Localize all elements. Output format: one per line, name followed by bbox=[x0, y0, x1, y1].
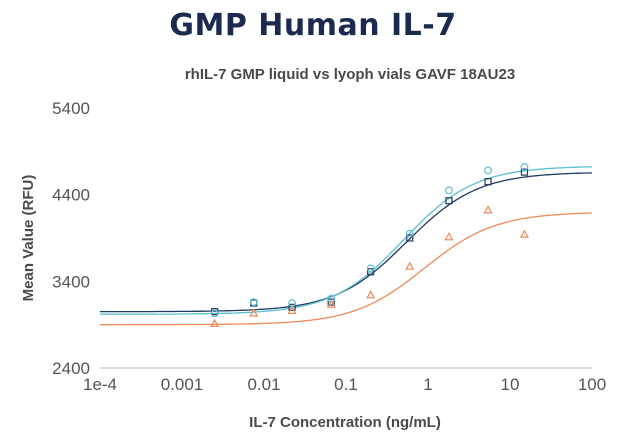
data-point-s1 bbox=[367, 268, 375, 276]
y-axis-label: Mean Value (RFU) bbox=[20, 175, 37, 302]
data-point-s2 bbox=[210, 309, 219, 318]
data-point-s2 bbox=[405, 229, 414, 238]
data-point-s3 bbox=[326, 299, 336, 308]
data-point-s2 bbox=[288, 299, 296, 307]
data-point-s1 bbox=[484, 178, 492, 186]
data-point-s3 bbox=[210, 318, 220, 327]
x-tick-label: 1e-4 bbox=[83, 375, 117, 394]
data-point-s1 bbox=[406, 234, 414, 242]
x-tick-label: 0.001 bbox=[161, 375, 204, 394]
data-point-s1 bbox=[327, 298, 335, 306]
data-point-s2 bbox=[445, 186, 453, 195]
x-tick-label: 0.1 bbox=[334, 375, 358, 394]
fit-curves bbox=[100, 166, 593, 326]
data-point-s3 bbox=[366, 290, 376, 299]
x-axis-label: IL-7 Concentration (ng/mL) bbox=[249, 414, 441, 431]
data-point-s1 bbox=[520, 168, 529, 176]
x-tick-labels: 1e-4 0.001 0.01 0.1 1 10 100 bbox=[83, 375, 606, 394]
y-tick-label: 5400 bbox=[52, 99, 90, 118]
x-tick-label: 1 bbox=[423, 375, 432, 394]
page-title: GMP Human IL-7 bbox=[169, 8, 457, 43]
chart-subtitle: rhIL-7 GMP liquid vs lyoph vials GAVF 18… bbox=[184, 66, 516, 83]
data-point-s1 bbox=[445, 197, 453, 205]
data-point-s2 bbox=[249, 298, 258, 307]
fit-curve-2 bbox=[100, 166, 593, 315]
data-point-s3 bbox=[444, 232, 454, 241]
y-tick-label: 4400 bbox=[52, 186, 90, 205]
y-tick-labels: 2400 3400 4400 5400 bbox=[52, 99, 90, 378]
y-tick-label: 2400 bbox=[52, 359, 90, 378]
data-point-s3 bbox=[519, 229, 529, 238]
data-points bbox=[210, 163, 529, 327]
fit-curve-3 bbox=[100, 212, 593, 326]
data-point-s2 bbox=[366, 264, 375, 273]
x-tick-label: 0.01 bbox=[247, 375, 280, 394]
data-point-s2 bbox=[484, 166, 492, 175]
data-point-s1 bbox=[288, 303, 296, 311]
data-point-s3 bbox=[483, 205, 493, 214]
data-point-s3 bbox=[287, 305, 297, 314]
x-tick-label: 100 bbox=[578, 375, 606, 394]
data-point-s3 bbox=[405, 261, 415, 270]
fit-curve-1 bbox=[100, 172, 593, 313]
x-tick-label: 10 bbox=[501, 375, 520, 394]
data-point-s2 bbox=[520, 163, 529, 171]
y-tick-label: 3400 bbox=[52, 272, 90, 291]
data-point-s3 bbox=[249, 308, 259, 317]
